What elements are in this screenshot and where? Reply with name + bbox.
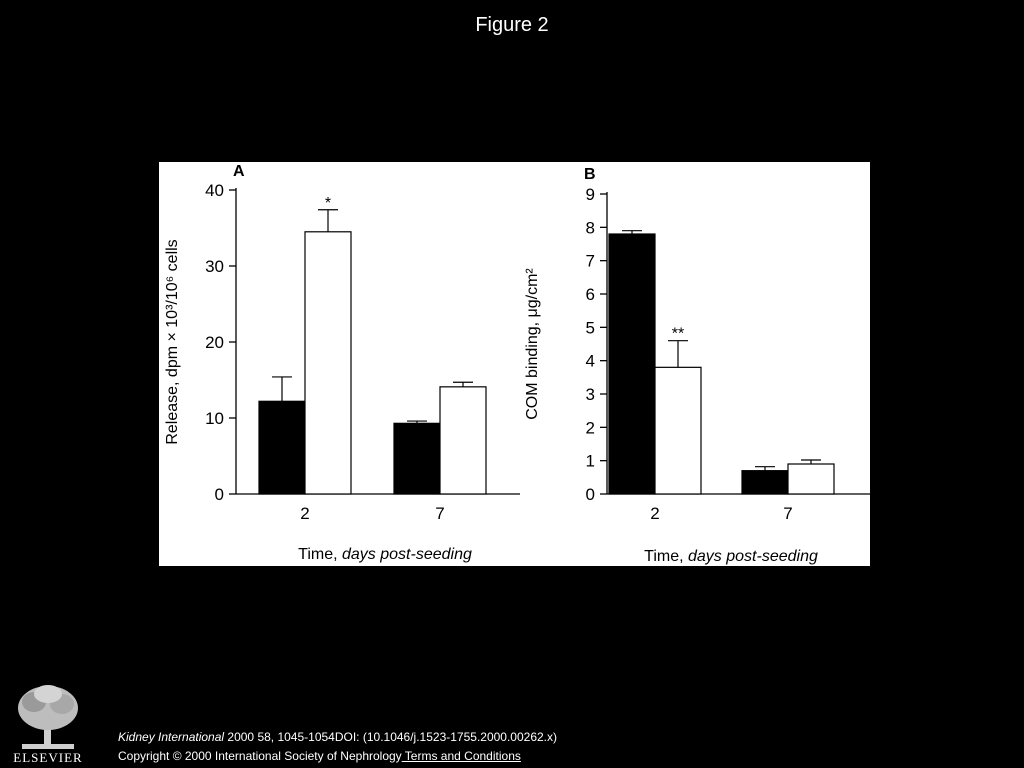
- y-tick-label: 8: [586, 218, 595, 237]
- y-tick-label: 10: [205, 409, 224, 428]
- panel-label: B: [584, 166, 596, 183]
- bar: [608, 233, 656, 495]
- chart-panel-b: B 0 1 2 3 4 5 6 7 8 9 ** 2 7 Time, days post-seeding CO…: [524, 166, 870, 565]
- terms-and-conditions-link[interactable]: Terms and Conditions: [401, 749, 521, 763]
- x-tick-label: 7: [435, 504, 444, 523]
- tree-icon: [18, 685, 78, 749]
- x-axis-title: Time, days post-seeding: [644, 548, 818, 565]
- x-tick-label: 2: [300, 504, 309, 523]
- x-axis-title-plain: Time,: [298, 546, 342, 563]
- y-tick-label: 3: [586, 385, 595, 404]
- x-axis-title-italic: days post-seeding: [342, 546, 472, 563]
- copyright-line: Copyright © 2000 International Society o…: [118, 749, 521, 763]
- bar: [258, 400, 306, 495]
- citation-line: Kidney International 2000 58, 1045-1054D…: [118, 730, 557, 744]
- panel-label: A: [233, 163, 245, 180]
- bar: [741, 470, 789, 495]
- significance-marker: *: [325, 195, 331, 212]
- y-tick-label: 2: [586, 418, 595, 437]
- significance-marker: **: [672, 326, 684, 343]
- journal-name: Kidney International: [118, 730, 225, 744]
- x-axis-title-italic: days post-seeding: [688, 548, 818, 565]
- chart-panel-a: A 0 10 20 30 40 * 2 7 Time, days post-seeding Rele…: [164, 163, 520, 563]
- x-tick-label: 7: [783, 504, 792, 523]
- slide-title: Figure 2: [475, 14, 549, 36]
- y-axis-title: COM binding, μg/cm²: [524, 268, 541, 420]
- y-tick-label: 1: [586, 452, 595, 471]
- citation-details: 2000 58, 1045-1054DOI: (10.1046/j.1523-1…: [224, 730, 558, 744]
- y-tick-label: 6: [586, 285, 595, 304]
- y-tick-label: 30: [205, 257, 224, 276]
- elsevier-logo: ELSEVIER: [8, 680, 88, 768]
- copyright-text: Copyright © 2000 International Society o…: [118, 749, 402, 763]
- x-axis-title: Time, days post-seeding: [298, 546, 472, 563]
- y-tick-label: 4: [586, 352, 595, 371]
- bar: [304, 231, 352, 495]
- y-tick-label: 5: [586, 318, 595, 337]
- y-tick-label: 9: [586, 185, 595, 204]
- y-axis-title: Release, dpm × 10³/10⁶ cells: [164, 239, 181, 444]
- bar: [393, 422, 441, 495]
- y-tick-label: 40: [205, 181, 224, 200]
- figure-panel: A 0 10 20 30 40 * 2 7 Time, days post-seeding Rele…: [159, 162, 870, 566]
- logo-wordmark: ELSEVIER: [13, 750, 83, 765]
- bar: [787, 463, 835, 495]
- bar: [439, 386, 487, 495]
- y-tick-label: 7: [586, 252, 595, 271]
- bar: [654, 366, 702, 495]
- x-axis-title-plain: Time,: [644, 548, 688, 565]
- y-tick-label: 0: [586, 485, 595, 504]
- y-tick-label: 0: [215, 485, 224, 504]
- y-tick-label: 20: [205, 333, 224, 352]
- x-tick-label: 2: [650, 504, 659, 523]
